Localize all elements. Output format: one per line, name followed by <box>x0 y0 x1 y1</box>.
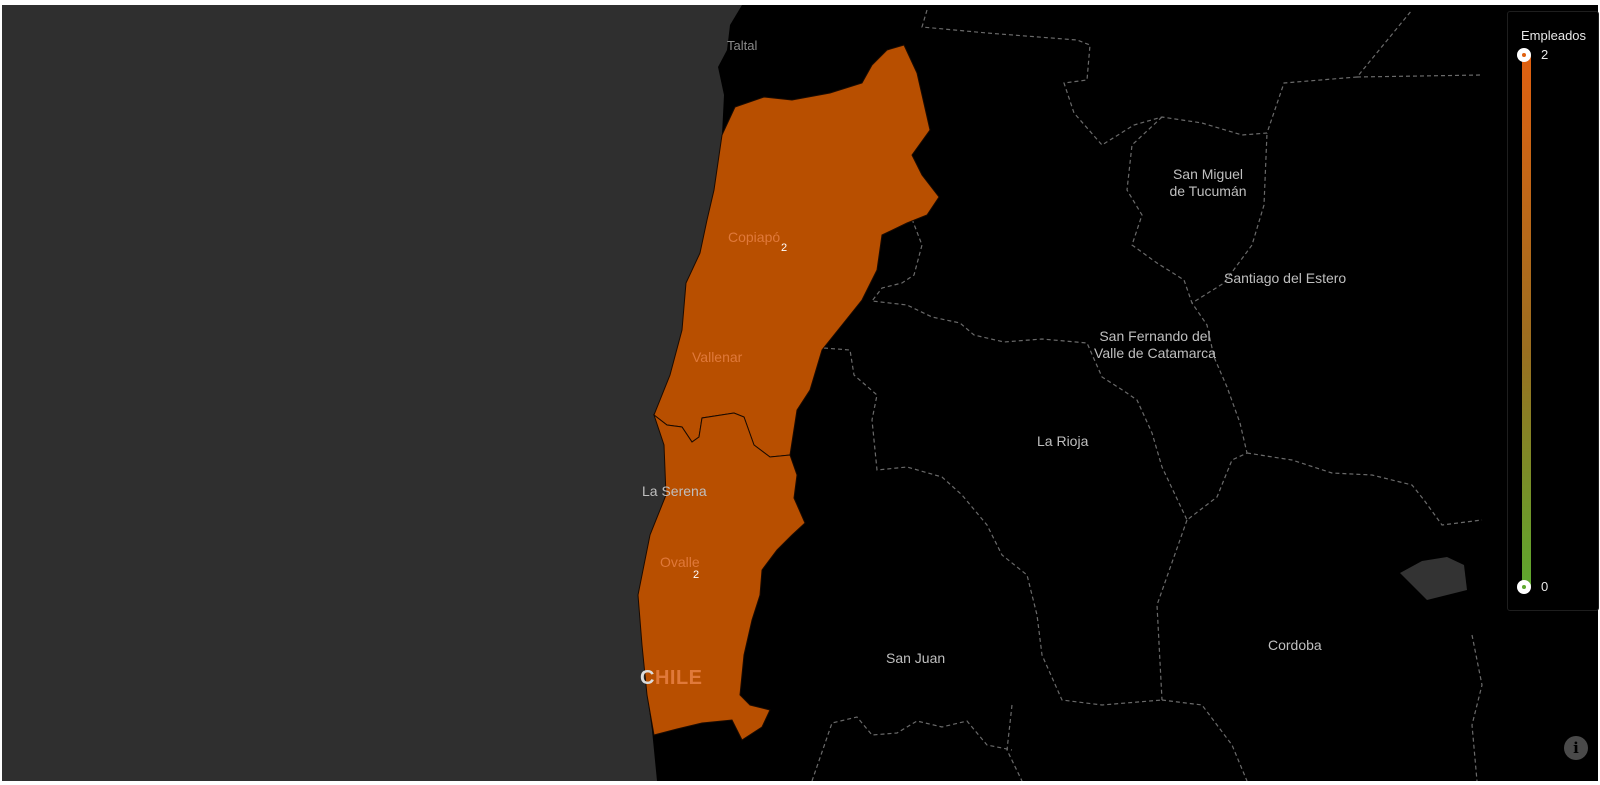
region-count-atacama: 2 <box>781 242 788 254</box>
city-label-santiago-del-estero: Santiago del Estero <box>1224 270 1347 286</box>
city-label-san-juan: San Juan <box>886 650 946 666</box>
legend-max-handle[interactable] <box>1517 48 1531 62</box>
region-atacama[interactable] <box>653 44 940 458</box>
region-coquimbo[interactable] <box>637 412 806 741</box>
city-label-ovalle: Ovalle <box>660 554 700 570</box>
city-label-taltal: Taltal <box>727 38 758 53</box>
country-label-chile: CHILE <box>640 667 703 690</box>
city-label-la-serena: La Serena <box>642 483 707 499</box>
city-label-la-rioja: La Rioja <box>1037 433 1089 449</box>
city-label-tucuman-line2: de Tucumán <box>1169 183 1247 199</box>
city-label-catamarca: San Fernando del Valle de Catamarca <box>1084 328 1226 362</box>
city-label-cordoba: Cordoba <box>1268 637 1322 653</box>
region-count-coquimbo: 2 <box>693 569 700 581</box>
map-canvas <box>2 5 1483 781</box>
lake-shape <box>1400 557 1467 600</box>
country-label-first-letter: C <box>640 667 655 689</box>
legend-title: Empleados <box>1521 28 1587 43</box>
info-icon[interactable]: i <box>1564 736 1588 760</box>
color-legend: Empleados 2 0 <box>1507 11 1599 611</box>
country-label-rest: HILE <box>654 667 703 689</box>
city-label-tucuman-line1: San Miguel <box>1172 166 1244 182</box>
city-label-vallenar: Vallenar <box>692 349 743 365</box>
city-label-catamarca-line2: Valle de Catamarca <box>1094 345 1216 361</box>
ocean-area <box>2 5 742 781</box>
city-label-copiapo: Copiapó <box>728 229 781 245</box>
legend-gradient-bar <box>1522 55 1531 587</box>
legend-min-handle[interactable] <box>1517 580 1531 594</box>
city-label-tucuman: San Miguel de Tucumán <box>1160 166 1256 200</box>
map-view[interactable]: Taltal Copiapó 2 Vallenar La Serena Oval… <box>2 5 1598 781</box>
legend-min-value: 0 <box>1541 579 1549 594</box>
legend-max-value: 2 <box>1541 47 1549 62</box>
city-label-catamarca-line1: San Fernando del <box>1099 328 1211 344</box>
province-borders <box>811 9 1483 781</box>
